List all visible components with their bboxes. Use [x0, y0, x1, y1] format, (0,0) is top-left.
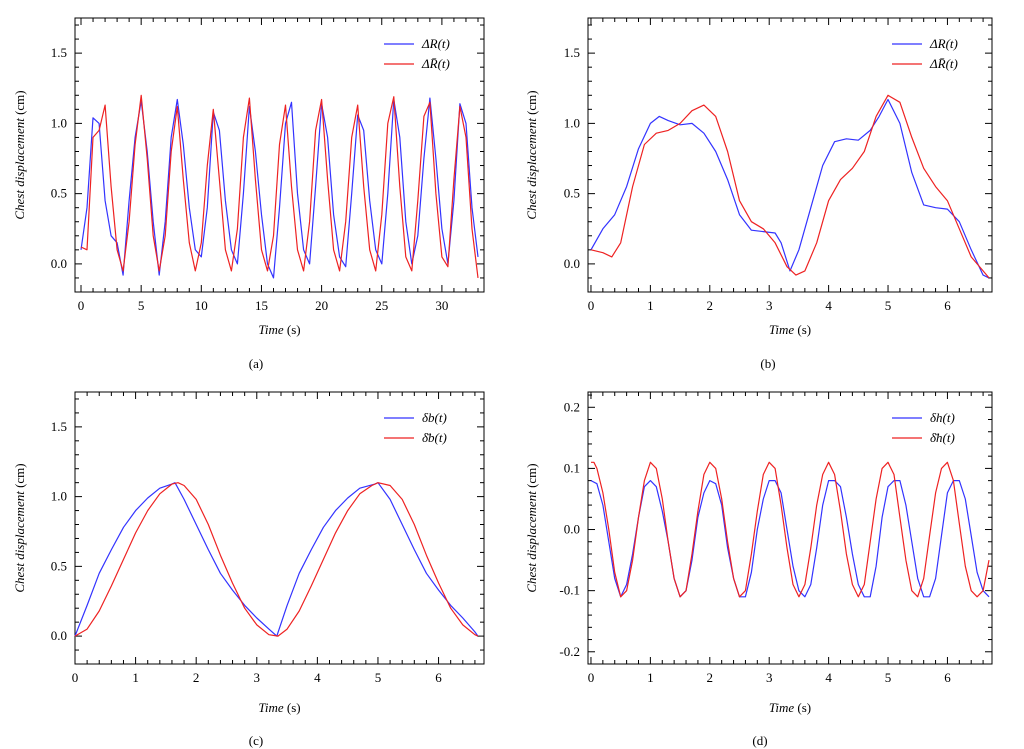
plot-frame	[587, 391, 993, 665]
legend-label: δ̄h(t)	[930, 430, 955, 445]
y-tick-label: 0.0	[51, 256, 67, 271]
plot-frame	[74, 17, 485, 293]
x-axis-title: Time (s)	[769, 322, 811, 337]
legend-label: ΔR̄(t)	[929, 56, 958, 71]
x-tick-label: 4	[825, 670, 832, 685]
series-line	[74, 482, 479, 637]
y-tick-label: 1.0	[564, 115, 580, 130]
legend-label: δ̄b(t)	[422, 430, 447, 445]
x-axis-title: Time (s)	[769, 700, 811, 715]
legend-label: ΔR(t)	[929, 36, 958, 51]
x-tick-label: 0	[588, 670, 595, 685]
plot-frame	[587, 17, 993, 293]
x-tick-label: 6	[944, 298, 951, 313]
panel-caption: (a)	[249, 356, 263, 371]
y-axis-title: Chest displacement (cm)	[524, 90, 539, 219]
y-tick-label: 1.5	[51, 419, 67, 434]
x-tick-label: 6	[944, 670, 951, 685]
y-tick-label: 1.5	[51, 45, 67, 60]
series-line	[80, 94, 479, 278]
chart-panel: 0 1 2 3 4 5 6 0.0 0.5 1.0 1.5 δb(t) δ̄b(t) Time (s) Ch…	[12, 391, 485, 748]
x-tick-label: 2	[707, 298, 714, 313]
chart-panel: 0 5 10 15 20 25 30 0.0 0.5 1.0 1.5 ΔR(t) ΔR̄(t) Time …	[12, 17, 485, 371]
x-tick-label: 1	[647, 670, 654, 685]
y-tick-label: 0.5	[51, 186, 67, 201]
y-tick-label: 0.1	[564, 460, 580, 475]
x-tick-label: 4	[314, 670, 321, 685]
x-tick-label: 20	[315, 298, 328, 313]
x-tick-label: 10	[195, 298, 208, 313]
panel-caption: (b)	[760, 356, 775, 371]
x-tick-label: 6	[435, 670, 442, 685]
y-tick-label: 0.0	[51, 628, 67, 643]
series-line	[590, 94, 990, 279]
chart-panel: 0 1 2 3 4 5 6 0.0 0.5 1.0 1.5 ΔR(t) ΔR̄(t) Time (s) Ch…	[524, 17, 993, 371]
x-tick-label: 0	[72, 670, 79, 685]
series-line	[590, 480, 990, 598]
y-tick-label: 0.2	[564, 399, 580, 414]
x-tick-label: 2	[707, 670, 714, 685]
x-tick-label: 5	[885, 670, 892, 685]
x-tick-label: 30	[435, 298, 448, 313]
chart-panel: 0 1 2 3 4 5 6 -0.2 -0.1 0.0 0.1 0.2 δh(t) δ̄h(t) Time …	[524, 391, 993, 748]
y-tick-label: 0.5	[51, 558, 67, 573]
x-tick-label: 3	[254, 670, 261, 685]
x-tick-label: 4	[825, 298, 832, 313]
x-tick-label: 3	[766, 298, 773, 313]
legend-label: ΔR̄(t)	[421, 56, 450, 71]
panel-caption: (d)	[752, 733, 767, 748]
x-tick-label: 5	[885, 298, 892, 313]
x-tick-label: 25	[375, 298, 388, 313]
series-line	[74, 482, 479, 637]
x-axis-title: Time (s)	[258, 700, 300, 715]
x-tick-label: 5	[375, 670, 382, 685]
y-tick-label: -0.2	[559, 644, 580, 659]
x-tick-label: 1	[647, 298, 654, 313]
y-tick-label: 1.5	[564, 45, 580, 60]
x-tick-label: 3	[766, 670, 773, 685]
legend-label: δh(t)	[930, 410, 955, 425]
x-tick-label: 0	[588, 298, 595, 313]
panel-caption: (c)	[249, 733, 263, 748]
y-tick-label: -0.1	[559, 583, 580, 598]
x-tick-label: 15	[255, 298, 268, 313]
y-tick-label: 1.0	[51, 115, 67, 130]
y-tick-label: 1.0	[51, 489, 67, 504]
plot-frame	[74, 391, 485, 665]
y-tick-label: 0.0	[564, 256, 580, 271]
series-line	[590, 98, 990, 279]
x-tick-label: 2	[193, 670, 200, 685]
y-axis-title: Chest displacement (cm)	[524, 463, 539, 592]
x-tick-label: 0	[78, 298, 85, 313]
x-tick-label: 5	[138, 298, 145, 313]
series-line	[591, 461, 990, 598]
legend-label: δb(t)	[422, 410, 447, 425]
y-axis-title: Chest displacement (cm)	[12, 90, 27, 219]
y-tick-label: 0.0	[564, 522, 580, 537]
legend-label: ΔR(t)	[421, 36, 450, 51]
y-axis-title: Chest displacement (cm)	[12, 463, 27, 592]
y-tick-label: 0.5	[564, 186, 580, 201]
x-axis-title: Time (s)	[258, 322, 300, 337]
x-tick-label: 1	[132, 670, 139, 685]
